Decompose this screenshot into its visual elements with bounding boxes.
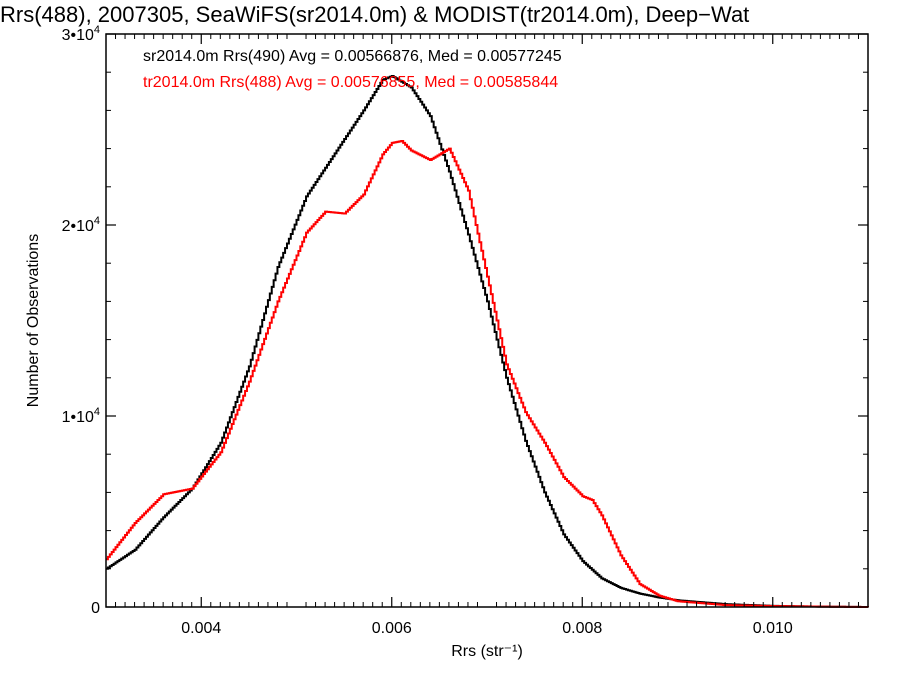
y-tick-label: 2•104 xyxy=(62,215,100,235)
plot-frame xyxy=(105,33,869,608)
x-axis-label: Rrs (str⁻¹) xyxy=(451,643,523,660)
x-tick-label: 0.006 xyxy=(372,620,412,637)
x-tick-label: 0.010 xyxy=(753,620,793,637)
x-tick-label: 0.004 xyxy=(181,620,221,637)
y-tick-label: 3•104 xyxy=(62,24,100,44)
chart-title: Rrs(488), 2007305, SeaWiFS(sr2014.0m) & … xyxy=(0,2,750,27)
stats-annotation-1: sr2014.0m Rrs(490) Avg = 0.00566876, Med… xyxy=(143,48,562,65)
y-axis-label: Number of Observations xyxy=(25,234,42,407)
x-tick-label: 0.008 xyxy=(562,620,602,637)
y-tick-label: 1•104 xyxy=(62,406,100,426)
stats-annotation-2: tr2014.0m Rrs(488) Avg = 0.00576855, Med… xyxy=(143,74,558,91)
y-tick-label: 0 xyxy=(91,600,100,617)
histogram-series-2 xyxy=(106,139,869,608)
histogram-series-1 xyxy=(106,75,869,608)
